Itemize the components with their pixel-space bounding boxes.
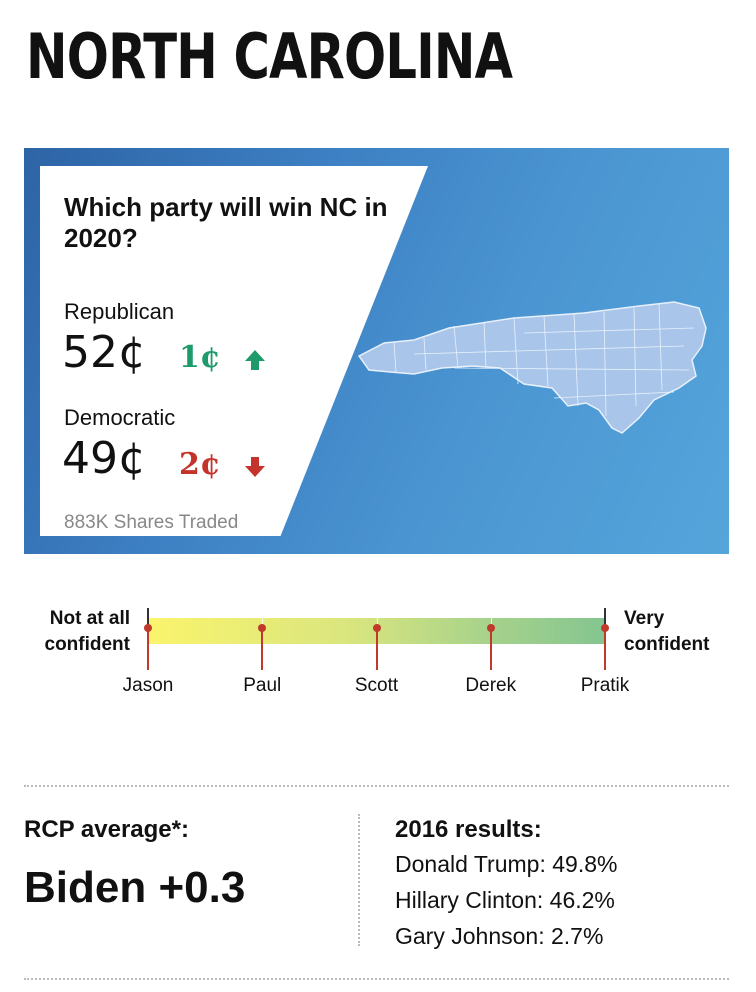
marker-name-derek: Derek (465, 675, 517, 696)
arrow-down-icon (245, 457, 265, 477)
republican-price: 52¢ (62, 327, 146, 378)
market-panel: Which party will win NC in 2020? Republi… (24, 148, 729, 554)
marker-line-paul (261, 628, 264, 670)
marker-dot-paul (258, 624, 267, 632)
marker-line-pratik (604, 628, 606, 670)
section-divider-top (24, 785, 729, 787)
democratic-change: 2¢ (179, 447, 221, 482)
marker-dot-derek (486, 624, 495, 632)
shares-traded: 883K Shares Traded (64, 512, 239, 533)
marker-dot-scott (372, 624, 381, 632)
arrow-up-icon (245, 350, 265, 370)
result-line-trump: Donald Trump: 49.8% (395, 851, 618, 877)
marker-dot-jason (144, 624, 152, 632)
rcp-label: RCP average*: (24, 816, 189, 843)
republican-label: Republican (64, 299, 175, 324)
marker-line-derek (489, 628, 492, 670)
market-question: Which party will win NC in 2020? (64, 192, 388, 253)
democratic-price: 49¢ (62, 433, 146, 484)
marker-line-jason (147, 628, 149, 670)
democratic-label: Democratic (64, 405, 176, 430)
page-title: NORTH CAROLINA (26, 20, 513, 93)
marker-name-jason: Jason (122, 675, 174, 696)
marker-dot-pratik (601, 624, 609, 632)
republican-change: 1¢ (179, 340, 221, 375)
column-divider (358, 814, 360, 946)
results-title: 2016 results: (395, 816, 542, 843)
north-carolina-map-icon (357, 301, 707, 434)
marker-name-pratik: Pratik (580, 675, 630, 696)
rcp-value: Biden +0.3 (24, 863, 246, 912)
section-divider-bottom (24, 978, 729, 980)
scale-low-label: Not at all confident (44, 608, 131, 655)
result-line-clinton: Hillary Clinton: 46.2% (395, 887, 615, 913)
confidence-scale: Not at all confident Very confident Jaso… (0, 600, 756, 710)
marker-name-paul: Paul (243, 675, 282, 696)
marker-name-scott: Scott (354, 675, 399, 696)
result-line-johnson: Gary Johnson: 2.7% (395, 923, 604, 949)
marker-line-scott (375, 628, 378, 670)
scale-high-label: Very confident (624, 608, 710, 655)
